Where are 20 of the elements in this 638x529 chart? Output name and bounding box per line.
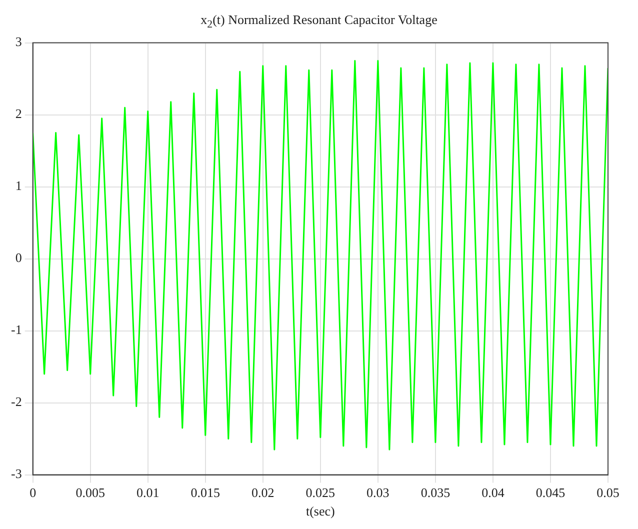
chart-title: x$_{2}$(t) Normalized Resonant Capacitor Voltage (200, 11, 438, 32)
x-tick-label: 0.03 (366, 485, 390, 500)
y-tick-label: -2 (10, 394, 22, 410)
x-tick-label: 0.05 (596, 485, 620, 500)
x-tick-label: 0.035 (420, 485, 450, 500)
x-tick-label: 0.015 (190, 485, 220, 500)
y-tick-label: 2 (15, 106, 22, 122)
y-tick-label: 0 (15, 250, 22, 266)
y-tick-label: -3 (10, 466, 22, 482)
x-tick-label: 0.025 (306, 485, 336, 500)
x-tick-label: 0 (30, 485, 36, 500)
x-tick-label: 0.045 (536, 485, 566, 500)
y-tick-label: 1 (15, 178, 22, 194)
y-tick-label: 3 (15, 34, 22, 50)
x-axis-title: t(sec) (306, 504, 335, 519)
x-tick-label: 0.04 (482, 485, 505, 500)
x-tick-label: 0.02 (252, 485, 274, 500)
y-tick-label: -1 (10, 322, 22, 338)
x-tick-label: 0.01 (136, 485, 160, 500)
x-tick-label: 0.005 (76, 485, 105, 500)
